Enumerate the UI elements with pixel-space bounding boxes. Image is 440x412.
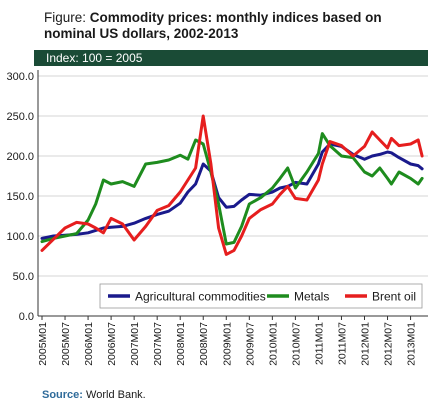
legend-box bbox=[99, 283, 423, 309]
y-tick-label: 150.0 bbox=[6, 191, 34, 203]
x-tick-label: 2009M01 bbox=[221, 322, 233, 366]
legend-label: Agricultural commodities bbox=[135, 290, 266, 304]
x-tick-label: 2009M07 bbox=[244, 322, 256, 366]
x-tick-label: 2010M07 bbox=[290, 322, 302, 366]
chart-title: Figure: Commodity prices: monthly indice… bbox=[44, 10, 424, 42]
legend-label: Brent oil bbox=[372, 290, 416, 304]
y-tick-label: 50.0 bbox=[13, 271, 34, 283]
series-line-agricultural-commodities bbox=[40, 142, 424, 240]
x-tick-label: 2008M01 bbox=[175, 322, 187, 366]
y-tick-label: 200.0 bbox=[6, 151, 34, 163]
x-tick-label: 2005M07 bbox=[60, 322, 72, 366]
series-line-brent-oil bbox=[40, 114, 424, 256]
title-line-1: Commodity prices: monthly indices based … bbox=[89, 10, 382, 25]
x-tick-label: 2005M01 bbox=[37, 322, 49, 366]
source-note: Source: World Bank. bbox=[42, 389, 146, 401]
series-line-metals bbox=[40, 132, 424, 246]
legend-label: Metals bbox=[294, 290, 329, 304]
x-tick-label: 2010M01 bbox=[267, 322, 279, 366]
x-tick-label: 2011M01 bbox=[313, 322, 325, 365]
source-label: Source: bbox=[42, 389, 83, 401]
x-tick-label: 2011M07 bbox=[336, 322, 348, 365]
x-tick-label: 2013M01 bbox=[406, 322, 418, 366]
x-tick-label: 2012M07 bbox=[383, 322, 395, 366]
y-tick-label: 300.0 bbox=[6, 71, 34, 83]
title-prefix: Figure: bbox=[44, 10, 87, 25]
index-banner: Index: 100 = 2005 bbox=[34, 50, 428, 66]
x-tick-label: 2008M07 bbox=[198, 322, 210, 366]
x-tick-label: 2006M07 bbox=[106, 322, 118, 366]
index-note: Index: 100 = 2005 bbox=[46, 51, 143, 65]
x-tick-label: 2012M01 bbox=[359, 322, 371, 366]
y-tick-label: 250.0 bbox=[6, 111, 34, 123]
x-tick-label: 2007M07 bbox=[152, 322, 164, 366]
title-line-2: nominal US dollars, 2002-2013 bbox=[44, 26, 239, 41]
y-tick-label: 100.0 bbox=[6, 231, 34, 243]
y-tick-label: 0.0 bbox=[19, 311, 34, 323]
x-tick-label: 2007M01 bbox=[129, 322, 141, 366]
x-tick-label: 2006M01 bbox=[83, 322, 95, 366]
source-text: World Bank. bbox=[86, 389, 146, 401]
